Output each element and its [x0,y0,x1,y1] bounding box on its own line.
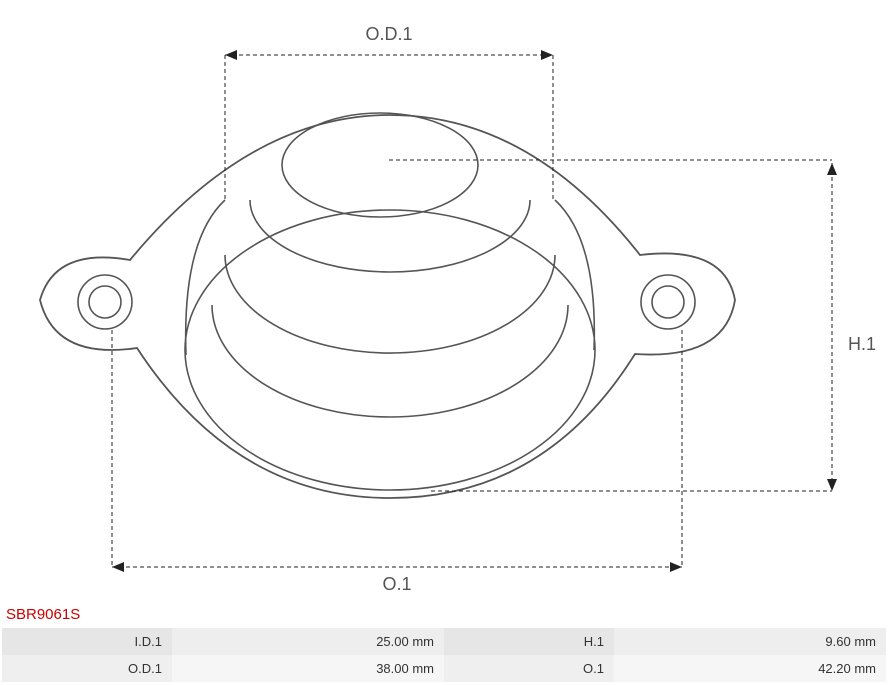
mount-hole-left-outer [78,275,132,329]
dim-value-cell: 25.00 mm [172,628,444,655]
label-od1: O.D.1 [365,24,412,44]
arrow-od1-right [541,50,553,60]
technical-drawing-svg: O.D.1 O.1 H.1 [0,0,889,600]
dome-ring-3 [225,255,555,353]
arrow-o1-left [112,562,124,572]
dome-side-right [555,200,594,350]
dim-label-cell: O.1 [444,655,614,682]
diagram-area: O.D.1 O.1 H.1 [0,0,889,600]
mount-hole-right-outer [641,275,695,329]
table-row: I.D.1 25.00 mm H.1 9.60 mm [2,628,886,655]
dim-label-cell: I.D.1 [2,628,172,655]
label-h1: H.1 [848,334,876,354]
dim-value-cell: 42.20 mm [614,655,886,682]
arrow-o1-right [670,562,682,572]
dome-ring-1 [185,210,595,490]
dim-value-cell: 38.00 mm [172,655,444,682]
arrow-h1-top [827,163,837,175]
arrow-od1-left [225,50,237,60]
dim-label-cell: O.D.1 [2,655,172,682]
mount-hole-left-inner [89,286,121,318]
flange-outline [40,115,735,498]
part-code: SBR9061S [6,606,80,623]
dim-label-cell: H.1 [444,628,614,655]
label-o1: O.1 [382,574,411,594]
dome-ring-2 [212,305,568,417]
dim-value-cell: 9.60 mm [614,628,886,655]
table-row: O.D.1 38.00 mm O.1 42.20 mm [2,655,886,682]
mount-hole-right-inner [652,286,684,318]
arrow-h1-bot [827,479,837,491]
dome-top [282,113,478,217]
dimensions-table: I.D.1 25.00 mm H.1 9.60 mm O.D.1 38.00 m… [2,628,886,682]
dome-side-left [186,200,225,355]
